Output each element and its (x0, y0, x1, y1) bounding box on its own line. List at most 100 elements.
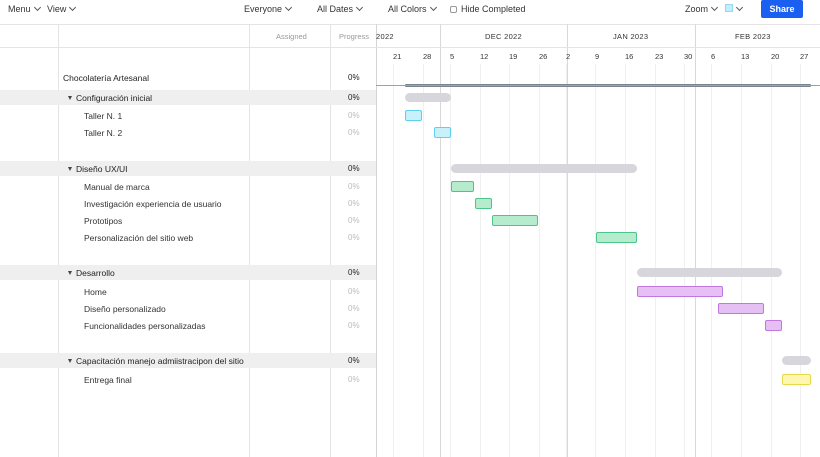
group-row[interactable] (0, 353, 376, 368)
task-progress: 0% (348, 233, 360, 242)
task-name[interactable]: Funcionalidades personalizadas (84, 321, 206, 331)
column-divider (330, 24, 331, 457)
day-label: 9 (595, 52, 600, 61)
zoom-label: Zoom (685, 4, 709, 14)
month-label: 2022 (376, 32, 394, 41)
month-divider (440, 24, 441, 457)
task-name[interactable]: Diseño personalizado (84, 304, 166, 314)
task-bar[interactable] (637, 286, 723, 297)
task-name[interactable]: Manual de marca (84, 182, 150, 192)
group-row[interactable] (0, 90, 376, 105)
day-gridline (655, 64, 656, 457)
day-label: 28 (423, 52, 432, 61)
task-progress: 0% (348, 199, 360, 208)
column-divider (376, 24, 377, 457)
group-label[interactable]: Configuración inicial (68, 93, 152, 103)
collapse-triangle-icon[interactable] (68, 96, 72, 100)
project-baseline (376, 85, 820, 86)
menu-label: Menu (8, 4, 31, 14)
hide-completed-checkbox[interactable] (450, 6, 457, 13)
dates-filter[interactable]: All Dates (317, 3, 364, 14)
share-button[interactable]: Share (761, 0, 803, 18)
month-label: FEB 2023 (735, 32, 771, 41)
day-label: 6 (711, 52, 716, 61)
group-name: Diseño UX/UI (76, 164, 128, 174)
zoom-dropdown[interactable]: Zoom (685, 3, 719, 14)
day-gridline (566, 64, 567, 457)
project-progress: 0% (348, 73, 360, 82)
group-summary-bar[interactable] (782, 356, 811, 365)
day-gridline (800, 64, 801, 457)
task-bar[interactable] (765, 320, 782, 331)
task-bar[interactable] (405, 110, 422, 121)
month-divider (567, 24, 568, 457)
task-progress: 0% (348, 287, 360, 296)
group-name: Capacitación manejo admiistracipon del s… (76, 356, 244, 366)
day-gridline (684, 64, 685, 457)
task-name[interactable]: Entrega final (84, 375, 132, 385)
colors-filter[interactable]: All Colors (388, 3, 437, 14)
task-name[interactable]: Personalización del sitio web (84, 233, 194, 243)
group-row[interactable] (0, 265, 376, 280)
project-title[interactable]: Chocolatería Artesanal (63, 73, 149, 83)
task-name[interactable]: Taller N. 2 (84, 128, 123, 138)
group-summary-bar[interactable] (637, 268, 782, 277)
collapse-triangle-icon[interactable] (68, 271, 72, 275)
day-gridline (450, 64, 451, 457)
task-bar[interactable] (475, 198, 492, 209)
task-name[interactable]: Home (84, 287, 107, 297)
day-gridline (393, 64, 394, 457)
progress-column-header[interactable]: Progress (339, 32, 370, 41)
task-name[interactable]: Prototipos (84, 216, 123, 226)
assigned-column-header[interactable]: Assigned (276, 32, 307, 41)
color-swatch[interactable] (725, 4, 733, 12)
month-label: JAN 2023 (613, 32, 649, 41)
everyone-filter[interactable]: Everyone (244, 3, 293, 14)
day-gridline (423, 64, 424, 457)
group-label[interactable]: Diseño UX/UI (68, 164, 128, 174)
day-label: 30 (684, 52, 693, 61)
day-label: 19 (509, 52, 518, 61)
task-bar[interactable] (451, 181, 474, 192)
group-summary-bar[interactable] (451, 164, 637, 173)
group-row[interactable] (0, 161, 376, 176)
task-bar[interactable] (596, 232, 637, 243)
hide-completed-label: Hide Completed (461, 4, 526, 14)
colors-label: All Colors (388, 4, 427, 14)
task-progress: 0% (348, 128, 360, 137)
collapse-triangle-icon[interactable] (68, 167, 72, 171)
group-label[interactable]: Capacitación manejo admiistracipon del s… (68, 356, 244, 366)
group-label[interactable]: Desarrollo (68, 268, 115, 278)
day-gridline (480, 64, 481, 457)
day-label: 5 (450, 52, 455, 61)
group-summary-bar[interactable] (405, 93, 451, 102)
collapse-triangle-icon[interactable] (68, 359, 72, 363)
task-bar[interactable] (718, 303, 764, 314)
task-name[interactable]: Taller N. 1 (84, 111, 123, 121)
task-progress: 0% (348, 304, 360, 313)
day-gridline (771, 64, 772, 457)
hide-completed-toggle[interactable]: Hide Completed (450, 4, 526, 14)
task-name[interactable]: Investigación experiencia de usuario (84, 199, 222, 209)
view-label: View (47, 4, 67, 14)
task-bar[interactable] (492, 215, 538, 226)
day-label: 13 (741, 52, 750, 61)
task-progress: 0% (348, 182, 360, 191)
task-bar[interactable] (782, 374, 811, 385)
column-divider (58, 24, 59, 457)
group-progress: 0% (348, 356, 360, 365)
group-name: Configuración inicial (76, 93, 153, 103)
day-gridline (595, 64, 596, 457)
day-label: 12 (480, 52, 489, 61)
task-bar[interactable] (434, 127, 451, 138)
view-dropdown[interactable]: View (47, 3, 77, 14)
day-label: 21 (393, 52, 402, 61)
header-bottom-divider (0, 47, 376, 48)
menu-dropdown[interactable]: Menu (8, 3, 41, 14)
chevron-down-icon (33, 3, 41, 12)
color-dropdown[interactable] (733, 3, 744, 14)
task-progress: 0% (348, 321, 360, 330)
chevron-down-icon (355, 3, 364, 12)
day-gridline (741, 64, 742, 457)
day-label: 16 (625, 52, 634, 61)
